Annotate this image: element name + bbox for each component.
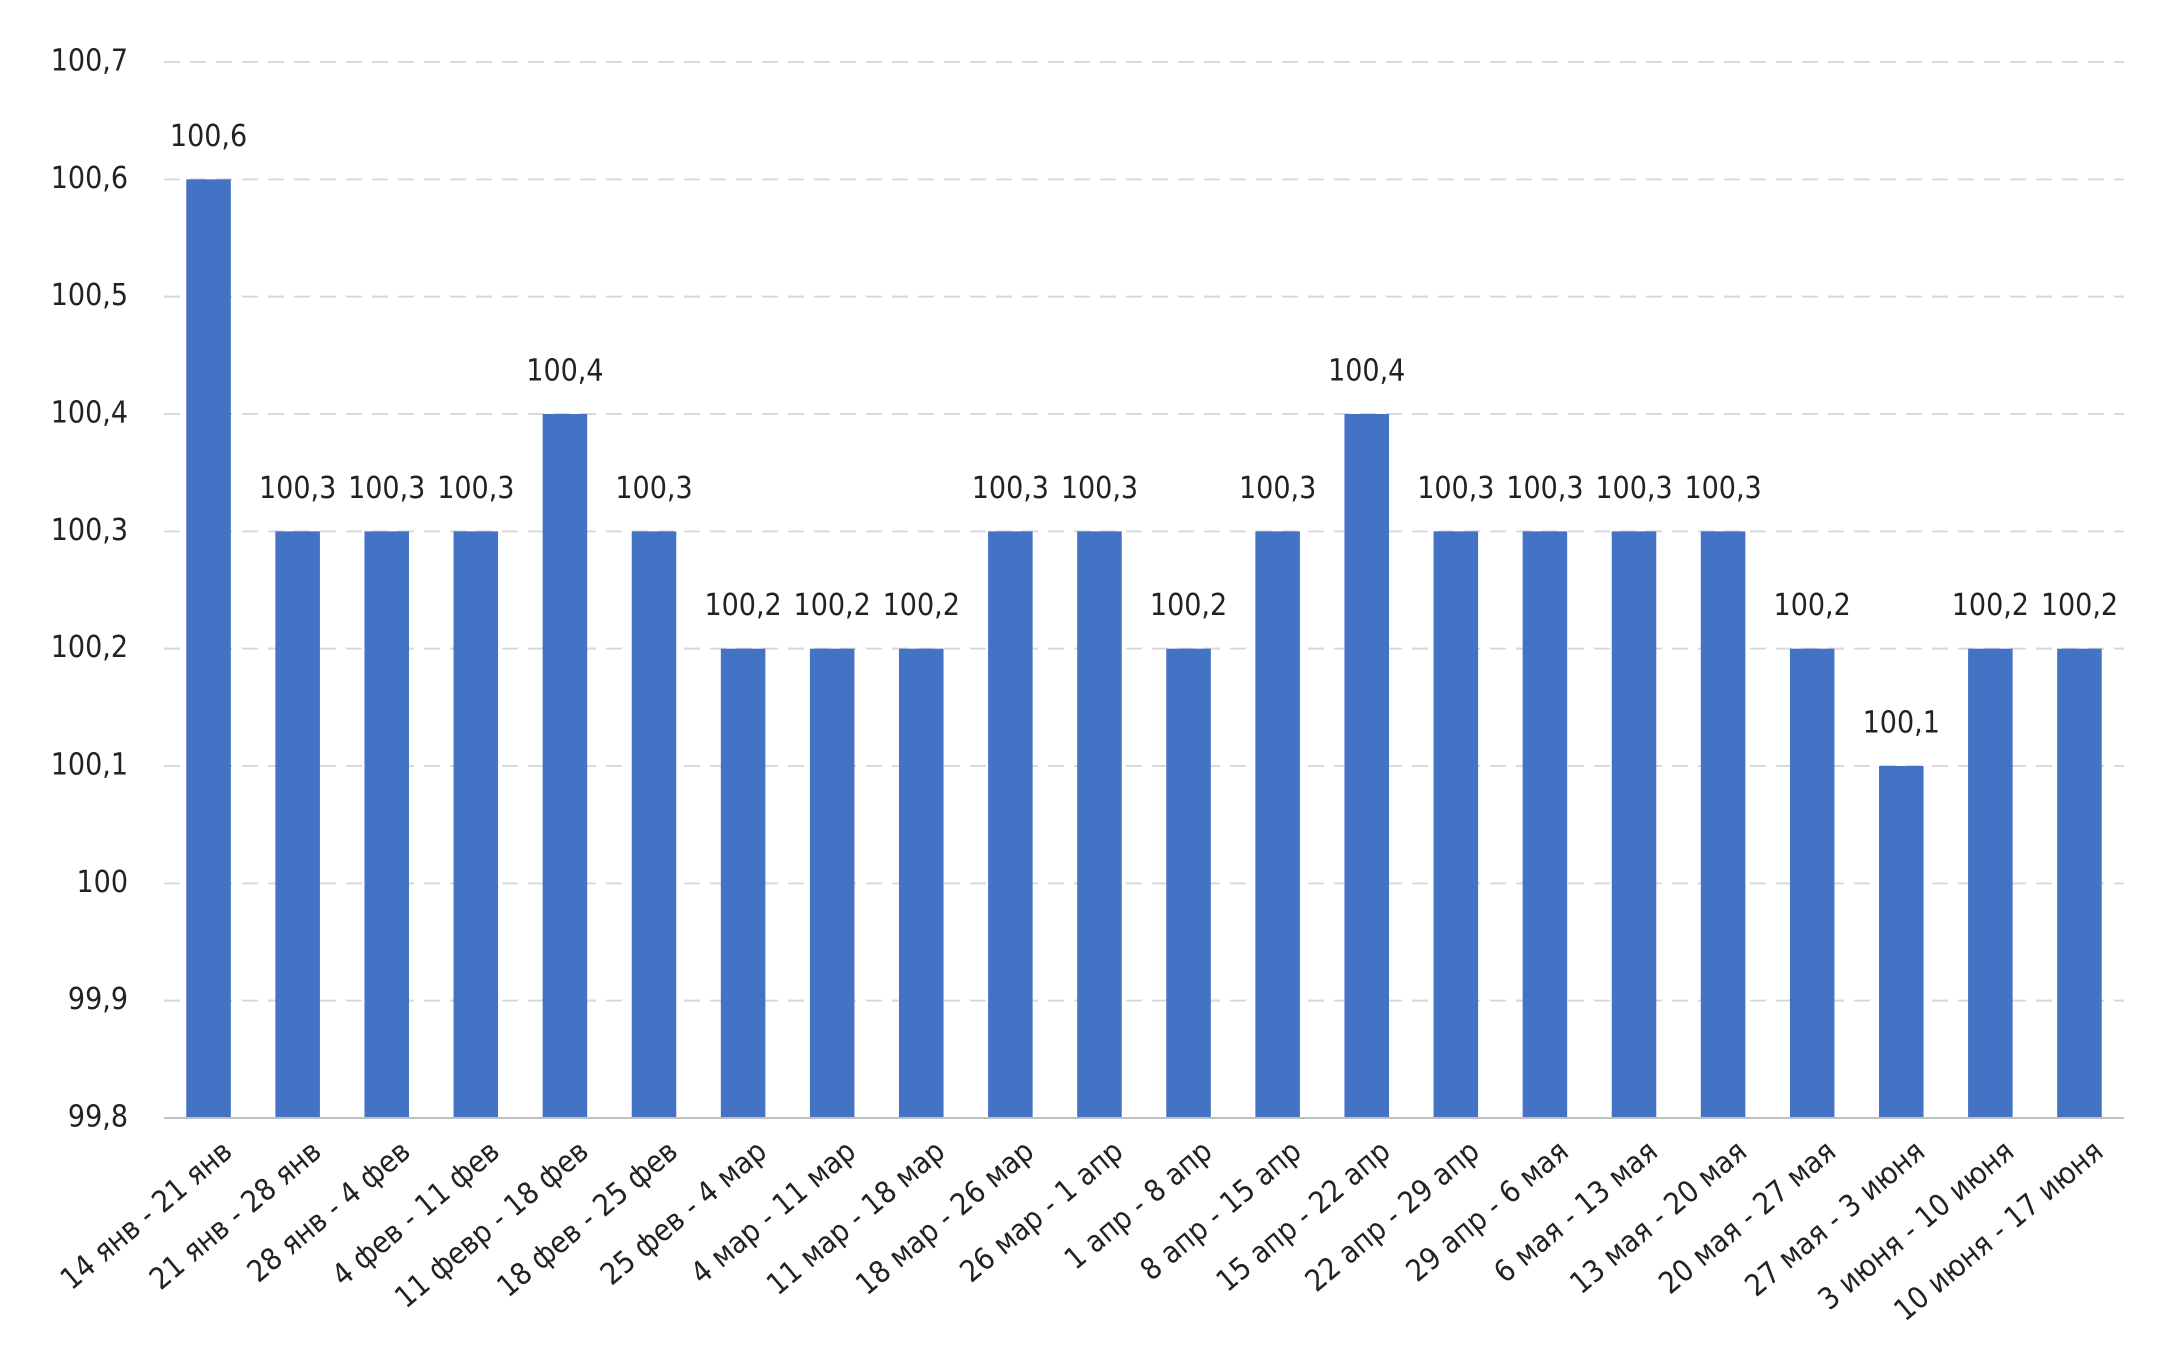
bar [899, 648, 944, 1118]
y-tick-label: 100,1 [51, 748, 128, 783]
bar [631, 531, 677, 1118]
bar [809, 648, 855, 1118]
bar [1968, 648, 2013, 1118]
value-label: 100,4 [1328, 354, 1405, 389]
value-label: 100,3 [1595, 471, 1672, 506]
value-label: 100,3 [437, 471, 514, 506]
y-tick-label: 100,6 [51, 161, 128, 196]
bar [1255, 531, 1300, 1118]
value-label: 100,2 [883, 588, 960, 623]
value-label: 100,2 [1952, 588, 2029, 623]
y-tick-label: 100,5 [51, 278, 128, 313]
bar [542, 414, 588, 1118]
value-label: 100,3 [615, 471, 692, 506]
bar [2057, 648, 2102, 1118]
value-label: 100,3 [348, 471, 425, 506]
bar [1789, 648, 1835, 1118]
y-tick-label: 100,2 [51, 630, 128, 665]
value-label: 100,1 [1863, 706, 1940, 741]
value-label: 100,3 [1239, 471, 1316, 506]
value-label: 100,2 [1150, 588, 1227, 623]
value-label: 100,2 [704, 588, 781, 623]
value-label: 100,4 [526, 354, 603, 389]
value-label: 100,3 [1061, 471, 1138, 506]
bar [1522, 531, 1568, 1118]
value-label: 100,2 [1774, 588, 1851, 623]
bar [1077, 531, 1122, 1118]
value-label: 100,3 [1684, 471, 1761, 506]
bar [186, 179, 231, 1119]
bar [364, 531, 409, 1118]
y-tick-label: 100,7 [51, 44, 128, 79]
value-label: 100,3 [1506, 471, 1583, 506]
bar [1433, 531, 1479, 1118]
bar [453, 531, 499, 1118]
y-tick-label: 100,3 [51, 513, 128, 548]
bar [988, 531, 1033, 1118]
bar [720, 648, 766, 1118]
bar [1700, 531, 1746, 1118]
value-label: 100,3 [972, 471, 1049, 506]
bar [1879, 766, 1924, 1118]
bar [1166, 648, 1211, 1118]
bar [1611, 531, 1657, 1118]
value-label: 100,6 [170, 119, 247, 154]
value-label: 100,3 [259, 471, 336, 506]
y-tick-label: 100 [76, 865, 128, 900]
bar [275, 531, 320, 1118]
y-tick-label: 99,8 [68, 1100, 128, 1135]
value-label: 100,3 [1417, 471, 1494, 506]
y-tick-label: 99,9 [68, 982, 128, 1017]
bar [1344, 414, 1389, 1118]
value-label: 100,2 [794, 588, 871, 623]
y-tick-label: 100,4 [51, 396, 128, 431]
value-label: 100,2 [2041, 588, 2118, 623]
